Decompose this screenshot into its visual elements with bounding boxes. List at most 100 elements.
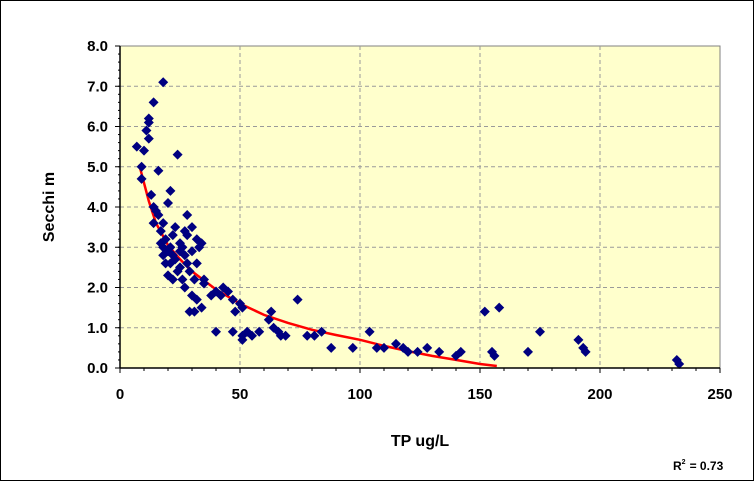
data-point [158,77,169,88]
y-tick-label: 4.0 [87,199,108,216]
data-point [172,149,183,160]
r-squared-exponent: 2 [682,459,686,466]
data-point [292,294,303,305]
data-point [139,145,149,156]
y-tick-label: 2.0 [87,280,108,297]
data-point [148,97,159,108]
data-point [237,334,248,345]
y-tick-label: 5.0 [87,159,108,176]
data-point [422,342,433,353]
data-point [165,242,176,253]
data-point [280,330,291,341]
data-point [364,326,375,337]
data-point [177,274,188,285]
data-point [479,306,490,317]
data-point [189,274,200,285]
data-point [489,350,500,361]
y-tick-label: 6.0 [87,119,108,136]
data-point [165,185,176,196]
y-tick-label: 8.0 [87,38,108,55]
data-point [237,302,248,313]
data-point [403,346,413,357]
data-point [371,342,382,353]
data-point [148,218,159,229]
data-point [182,258,193,269]
data-point [143,117,154,128]
x-tick-label: 200 [587,386,612,403]
data-point [170,254,181,265]
data-point [227,326,238,337]
data-point [211,326,221,337]
data-point [146,189,157,200]
x-tick-label: 250 [707,386,732,403]
data-point [196,238,207,249]
data-point [136,173,147,184]
data-point [167,230,178,241]
data-point [455,346,466,357]
y-tick-label: 1.0 [87,320,108,337]
data-point [223,286,233,297]
data-point [254,326,265,337]
data-point [227,294,238,305]
data-point [247,330,257,341]
x-tick-label: 100 [347,386,372,403]
x-tick-label: 0 [116,386,124,403]
data-point [379,342,389,353]
data-point [199,278,209,289]
y-tick-label: 3.0 [87,239,108,256]
data-point [230,306,241,317]
data-point [263,314,274,325]
y-tick-label: 0.0 [87,360,108,377]
data-point [266,306,277,317]
data-point [494,302,505,313]
data-point [191,258,202,269]
data-point [573,334,584,345]
data-point [412,346,423,357]
trend-line-group [137,164,497,368]
data-point [177,242,188,253]
tick-labels: 0.0 1.0 2.0 3.0 4.0 5.0 6.0 7.0 8.0 0 50 100 150 200 2… [87,38,732,403]
data-point [160,234,171,245]
data-point [143,133,154,144]
data-point [155,226,166,237]
r-squared-symbol: R [673,459,682,473]
data-point [179,282,190,293]
data-point [163,197,173,208]
r-squared-annotation: R2 = 0.73 [673,459,724,473]
data-point [179,250,190,261]
x-axis-label: TP ug/L [391,433,450,450]
data-point [347,342,358,353]
data-point [674,358,685,369]
x-tick-label: 50 [232,386,249,403]
data-point [184,266,195,277]
data-point [187,246,197,257]
data-point [187,222,197,233]
data-points [131,77,685,369]
data-point [215,290,226,301]
y-tick-label: 7.0 [87,78,108,95]
x-tick-label: 150 [467,386,492,403]
data-point [302,330,313,341]
data-point [136,161,147,172]
data-point [182,210,193,221]
data-point [535,326,545,337]
data-point [175,262,185,273]
data-point [167,274,178,285]
data-point [158,218,169,229]
data-point [131,141,142,152]
trend-line [137,164,497,368]
data-point [182,230,193,241]
data-point [170,222,181,233]
data-point [309,330,320,341]
data-point [523,346,533,357]
data-point [196,302,207,313]
data-point [391,338,401,349]
y-axis-label: Secchi m [41,172,58,242]
data-point [153,165,164,176]
data-point [326,342,337,353]
plot-area [119,45,721,369]
data-point [580,346,591,357]
data-point [434,346,445,357]
